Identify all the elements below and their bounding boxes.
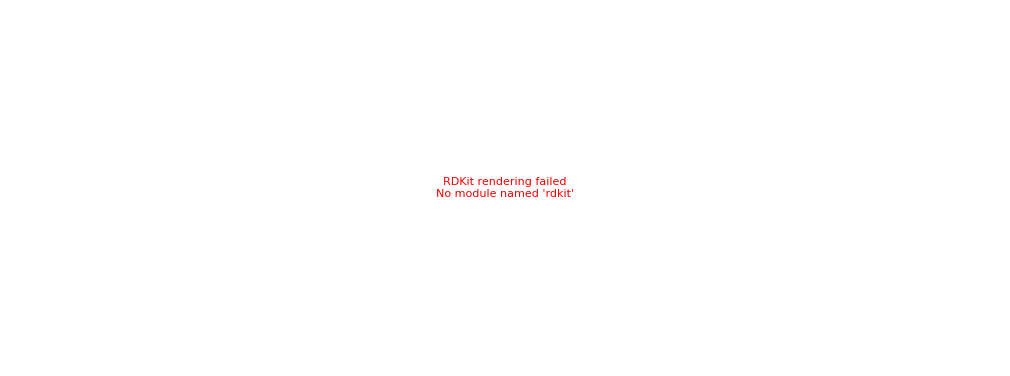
Text: RDKit rendering failed
No module named 'rdkit': RDKit rendering failed No module named '… <box>436 177 574 199</box>
